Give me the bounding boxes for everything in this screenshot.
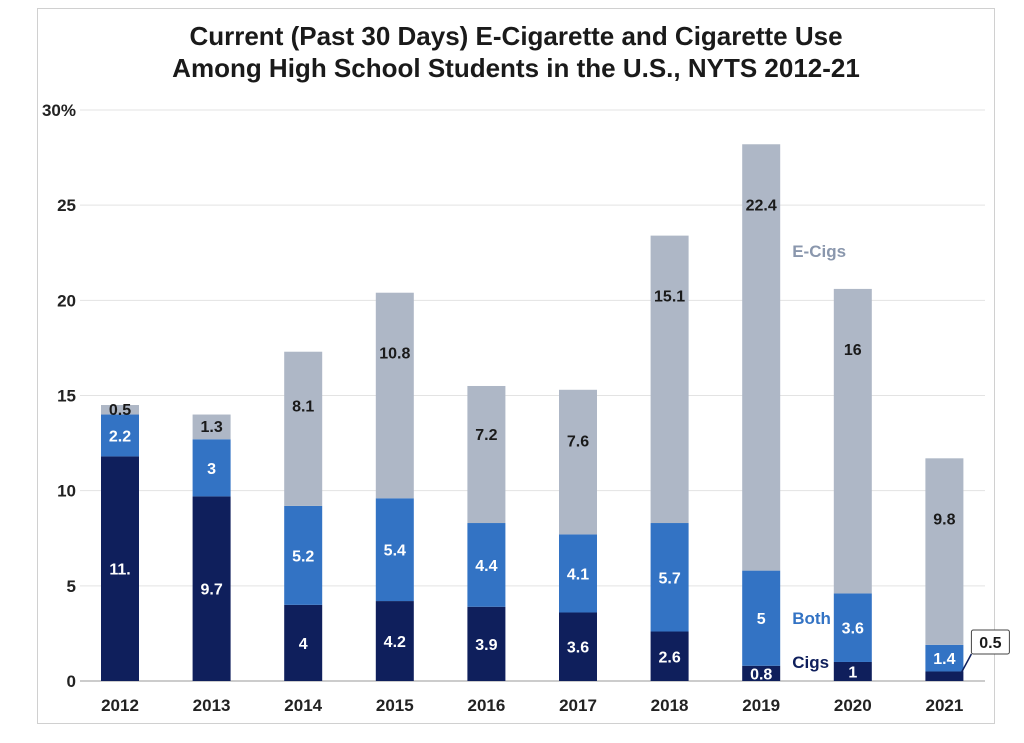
bar-segment-both: [284, 505, 323, 605]
y-tick-label: 20: [57, 291, 76, 310]
x-tick-label: 2017: [559, 696, 597, 715]
x-tick-label: 2014: [284, 696, 322, 715]
y-tick-label: 0: [67, 672, 76, 691]
callout-box: [970, 629, 1010, 655]
data-label: 3.6: [842, 621, 864, 638]
data-label: 3.9: [475, 637, 497, 654]
data-label: 5.7: [658, 570, 680, 587]
data-label: 0.8: [750, 666, 772, 683]
bar-segment-e-cigs: [192, 414, 231, 440]
bar-segment-e-cigs: [284, 351, 323, 506]
bar-segment-cigs: [375, 601, 414, 681]
data-label: 9.8: [933, 511, 955, 528]
data-label: 5: [757, 611, 766, 628]
data-label: 0.5: [109, 402, 131, 419]
data-label: 4.2: [384, 634, 406, 651]
chart-title-line-2: Among High School Students in the U.S., …: [172, 53, 860, 83]
x-tick-label: 2013: [193, 696, 231, 715]
data-label: 11.: [109, 562, 130, 579]
bar-segment-e-cigs: [467, 385, 506, 524]
data-label: 7.2: [475, 427, 497, 444]
data-label: 4.4: [475, 558, 497, 575]
chart-title: Current (Past 30 Days) E-Cigarette and C…: [37, 20, 995, 84]
bar-segment-e-cigs: [375, 292, 414, 499]
bar-segment-cigs: [467, 606, 506, 681]
bar-segment-e-cigs: [101, 405, 139, 415]
data-labels: 11.2.20.59.731.345.28.14.25.410.83.94.47…: [109, 197, 956, 683]
x-tick-label: 2020: [834, 696, 872, 715]
series-labels: Cigs Both E-Cigs: [792, 242, 846, 672]
bar-segment-both: [467, 523, 506, 607]
bar-segment-cigs: [833, 661, 872, 681]
bar-segment-both: [559, 534, 597, 613]
callout-leader: [958, 653, 973, 677]
data-label: 5.2: [292, 548, 314, 565]
bar-segment-cigs: [192, 496, 231, 681]
data-label: 5.4: [384, 543, 406, 560]
data-label: 7.6: [567, 433, 589, 450]
bar-segment-e-cigs: [925, 458, 964, 645]
bar-segment-both: [650, 523, 689, 632]
bar-segment-e-cigs: [559, 389, 597, 535]
data-label: 16: [844, 342, 862, 359]
bar-segment-cigs: [284, 604, 323, 681]
bar-segment-cigs: [559, 612, 597, 681]
data-label: 4.1: [567, 566, 589, 583]
bars: [101, 144, 964, 681]
data-label: 1.4: [933, 651, 955, 668]
x-tick-label: 2012: [101, 696, 139, 715]
data-label: 3: [207, 461, 216, 478]
y-tick-label: 30%: [42, 101, 76, 120]
bar-segment-cigs: [925, 671, 964, 681]
data-label: 22.4: [746, 197, 777, 214]
bar-segment-both: [375, 498, 414, 602]
y-tick-label: 5: [67, 577, 76, 596]
y-tick-label: 25: [57, 196, 76, 215]
bar-segment-cigs: [650, 631, 689, 681]
series-label-e-cigs: E-Cigs: [792, 242, 846, 261]
bar-segment-e-cigs: [742, 144, 781, 571]
x-axis-ticks: 2012 2013 2014 2015 2016 2017 2018 2019 2020 2021: [101, 696, 963, 715]
data-label: 9.7: [200, 582, 222, 599]
chart-title-line-1: Current (Past 30 Days) E-Cigarette and C…: [189, 21, 843, 51]
bar-segment-e-cigs: [833, 288, 872, 594]
x-tick-label: 2021: [925, 696, 963, 715]
bar-segment-both: [742, 570, 781, 666]
bar-segment-e-cigs: [650, 235, 689, 524]
data-label: 1: [848, 664, 857, 681]
y-tick-label: 15: [57, 387, 76, 406]
bar-segment-both: [833, 593, 872, 662]
bar-segment-cigs: [742, 665, 781, 681]
series-label-cigs: Cigs: [792, 653, 829, 672]
x-tick-label: 2019: [742, 696, 780, 715]
y-tick-label: 10: [57, 482, 76, 501]
bar-segment-both: [925, 644, 964, 672]
x-tick-label: 2018: [651, 696, 689, 715]
x-tick-label: 2015: [376, 696, 414, 715]
data-label: 10.8: [379, 346, 410, 363]
data-label: 2.6: [658, 649, 680, 666]
data-label: 8.1: [292, 399, 314, 416]
x-tick-label: 2016: [467, 696, 505, 715]
bar-segment-cigs: [101, 456, 139, 681]
bar-segment-both: [101, 414, 139, 457]
data-label: 4: [299, 636, 308, 653]
callout: 0.5: [958, 629, 1010, 677]
callout-label: 0.5: [979, 635, 1001, 652]
y-axis-ticks: 0 5 10 15 20 25 30%: [42, 101, 76, 691]
series-label-both: Both: [792, 609, 831, 628]
bar-segment-both: [192, 439, 231, 497]
data-label: 3.6: [567, 640, 589, 657]
data-label: 15.1: [654, 289, 685, 306]
data-label: 2.2: [109, 428, 131, 445]
data-label: 1.3: [200, 419, 222, 436]
